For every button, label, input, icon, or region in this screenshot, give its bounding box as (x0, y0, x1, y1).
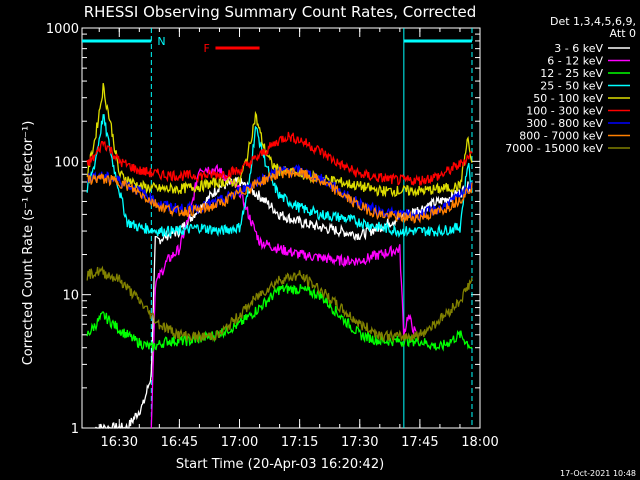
y-tick-label: 100 (54, 155, 79, 170)
series-line (86, 282, 473, 352)
x-tick-label: 17:15 (281, 435, 318, 450)
y-tick-label: 1000 (46, 22, 79, 37)
chart-title: RHESSI Observing Summary Count Rates, Co… (84, 3, 477, 21)
axes: 1 10 100 1000 16:30 16:45 17:00 17:15 17:30 17:45… (46, 22, 499, 450)
y-axis-label: Corrected Count Rate (s⁻¹ detector⁻¹) (21, 121, 36, 366)
annotation-label: N (157, 35, 165, 48)
annotation-label: F (203, 42, 209, 55)
legend-entry-label: 3 - 6 keV (554, 42, 603, 55)
footer-timestamp: 17-Oct-2021 10:48 (560, 469, 636, 478)
series-line (86, 131, 473, 186)
legend-header-line-2: Att 0 (610, 27, 636, 40)
legend-entry-label: 50 - 100 keV (533, 92, 603, 105)
series-line (86, 114, 473, 239)
legend-entry-label: 300 - 800 keV (526, 117, 603, 130)
legend-entry-label: 12 - 25 keV (540, 67, 603, 80)
legend-entry-label: 800 - 7000 keV (519, 130, 603, 143)
legend-entry-label: 7000 - 15000 keV (505, 142, 603, 155)
plot-frame (81, 27, 481, 429)
x-tick-label: 16:30 (101, 435, 138, 450)
x-tick-label: 17:00 (221, 435, 258, 450)
x-tick-label: 17:30 (341, 435, 378, 450)
series-line (87, 166, 473, 224)
x-axis-label: Start Time (20-Apr-03 16:20:42) (176, 457, 384, 472)
legend-entry-label: 25 - 50 keV (540, 80, 603, 93)
y-tick-label: 10 (62, 289, 79, 304)
x-tick-label: 16:45 (161, 435, 198, 450)
legend-entry-label: 6 - 12 keV (547, 55, 603, 68)
series-line (86, 82, 473, 198)
legend-entry-label: 100 - 300 keV (526, 105, 603, 118)
vertical-markers (150, 28, 473, 428)
series-line (150, 163, 417, 429)
series-lines (86, 82, 473, 430)
y-tick-label: 1 (71, 422, 79, 437)
series-line (86, 265, 473, 343)
annotations: NF (82, 35, 472, 55)
x-tick-label: 17:45 (401, 435, 438, 450)
x-tick-label: 18:00 (461, 435, 498, 450)
legend-header-line-1: Det 1,3,4,5,6,9, (550, 15, 636, 28)
